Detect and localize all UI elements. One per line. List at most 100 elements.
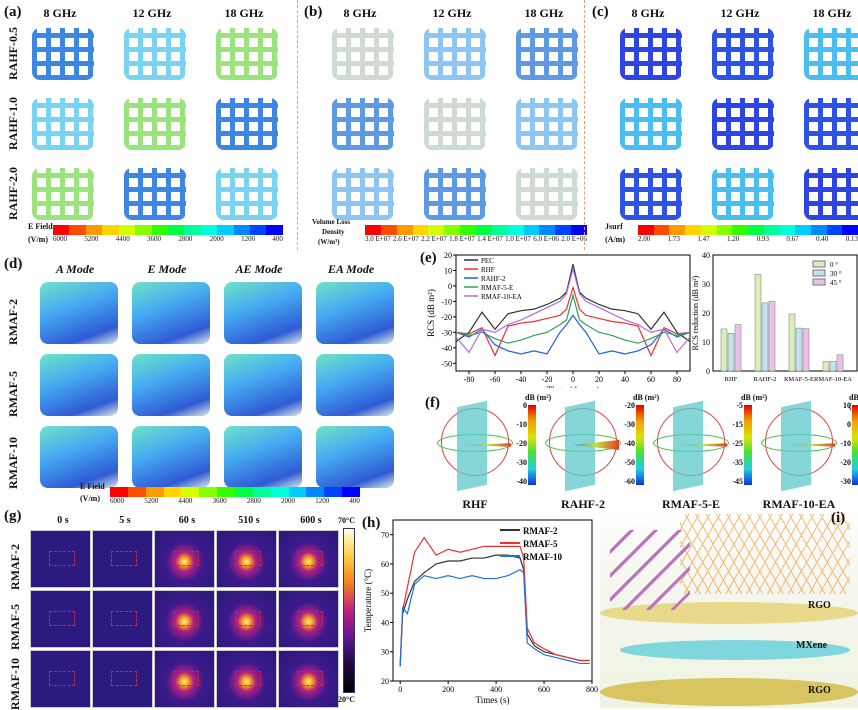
region-of-interest-box: [297, 551, 323, 566]
y-tick-label: -40: [441, 344, 452, 353]
legend-swatch: [812, 269, 826, 277]
jsurf-colorbar: 2.00 1.73 1.47 1.20 0.93 0.67 0.40 0.13: [638, 225, 858, 243]
mode-header: AE Mode: [235, 262, 283, 276]
layer-label: RGO: [808, 600, 831, 611]
bar: [761, 302, 769, 372]
infrared-image: [30, 530, 91, 588]
frequency-header: 12 GHz: [432, 6, 472, 20]
bar: [754, 274, 762, 372]
colorbar-swatch: [217, 225, 234, 235]
colorbar-gradient: [638, 225, 858, 235]
colorbar-tick: -45: [732, 477, 743, 486]
bar: [795, 327, 803, 372]
field-simulation-image: [712, 98, 774, 150]
absorber-field-image: [224, 354, 302, 416]
colorbar-swatch: [795, 225, 811, 235]
frequency-header: 18 GHz: [224, 6, 264, 20]
legend-label: 30 °: [830, 270, 842, 278]
frequency-header: 12 GHz: [720, 6, 760, 20]
divider: [297, 0, 298, 250]
time-header: 600 s: [300, 515, 322, 526]
series-line-rmaf-5-e: [455, 292, 691, 344]
absorber-field-image: [132, 354, 210, 416]
frequency-header: 8 GHz: [343, 6, 377, 20]
absorber-plane: [457, 400, 487, 492]
layer-label: MXene: [796, 640, 828, 651]
colorbar-swatch: [235, 487, 253, 497]
row-label: RMAF-5: [8, 604, 22, 650]
region-of-interest-box: [49, 611, 75, 626]
colorbar-tick: 1200: [241, 235, 256, 243]
colorbar-ticks: 3.0 E+07 2.6 E+07 2.2 E+07 1.8 E+07 1.4 E+07…: [365, 235, 587, 243]
colorbar-swatch: [555, 225, 572, 235]
y-tick-label: 20: [444, 251, 452, 260]
colorbar-swatch: [428, 225, 445, 235]
bar: [788, 313, 796, 372]
category-label: RHF: [725, 376, 738, 383]
region-of-interest-box: [297, 671, 323, 686]
x-tick-label: 40: [621, 375, 629, 384]
colorbar-swatch: [748, 225, 764, 235]
x-tick-label: -40: [516, 375, 527, 384]
colorbar-swatch: [250, 225, 267, 235]
infrared-image: [216, 650, 277, 708]
panel-label-d: (d): [4, 256, 23, 272]
infrared-image: [278, 650, 339, 708]
region-of-interest-box: [235, 671, 261, 686]
frequency-header: 12 GHz: [132, 6, 172, 20]
panel-label-h: (h): [362, 515, 381, 531]
region-of-interest-box: [49, 551, 75, 566]
field-simulation-image: [32, 28, 94, 80]
layer-label: RGO: [808, 685, 831, 696]
colorbar-tick: 2.0 E+06: [561, 235, 587, 243]
colorbar-tick: 5200: [144, 497, 159, 505]
colorbar-tick: 0.67: [786, 235, 799, 243]
y-tick-label: 0: [706, 367, 710, 376]
colorbar-swatch: [507, 225, 524, 235]
field-simulation-image: [804, 28, 858, 80]
colorbar-swatch: [491, 225, 508, 235]
series-line-pec: [455, 264, 691, 343]
bar: [727, 333, 735, 372]
x-axis-label: Times (s): [476, 695, 510, 705]
colorbar-unit: dB (m²): [741, 393, 768, 402]
x-tick-label: 400: [490, 685, 502, 694]
field-simulation-image: [216, 98, 278, 150]
frequency-header: 8 GHz: [631, 6, 665, 20]
colorbar-swatch: [151, 225, 168, 235]
colorbar-tick: 1.47: [697, 235, 710, 243]
x-tick-label: -60: [490, 375, 501, 384]
colorbar-ticks: 2.00 1.73 1.47 1.20 0.93 0.67 0.40 0.13: [638, 235, 858, 243]
colorbar-swatch: [135, 225, 152, 235]
scattering-lobe: [465, 443, 511, 447]
legend-label: RHF: [481, 266, 495, 274]
colorbar-ticks: 6000 5200 4400 3600 2800 2000 1200 400: [110, 497, 360, 505]
3d-rcs-pattern: [759, 400, 839, 492]
colorbar-swatch: [200, 225, 218, 235]
rcs-charts: -80 -60 -40 -20 0 20 40 60 80 -50 -40 -30 -20 -10 0 10 2…: [426, 251, 858, 388]
field-simulation-image: [332, 168, 394, 220]
graphene-lattice: [680, 514, 850, 594]
sample-label: RHF: [462, 497, 488, 511]
field-simulation-image: [32, 168, 94, 220]
series-line-rahf-2: [455, 314, 691, 355]
colorbar-tick: 2800: [246, 497, 261, 505]
colorbar-swatch: [110, 487, 128, 497]
colorbar-unit: dB (m²): [633, 393, 660, 402]
colorbar-tick: 400: [349, 497, 360, 505]
colorbar-swatch: [779, 225, 796, 235]
plot-frame: [392, 519, 593, 682]
series-line-rhf: [455, 285, 691, 357]
rgo-layer-bottom: [600, 678, 858, 706]
colorbar-swatch: [217, 487, 236, 497]
colorbar-gradient: [110, 487, 361, 497]
colorbar-swatch: [163, 487, 182, 497]
field-simulation-image: [216, 168, 278, 220]
mechanism-diagram: (i) RGO MXene RGO: [600, 510, 858, 708]
y-tick-label: 20: [381, 677, 389, 686]
series-line-rmaf-10: [399, 569, 590, 667]
region-of-interest-box: [111, 671, 137, 686]
colorbar-swatch: [184, 225, 201, 235]
colorbar-tick: 1.0 E+07: [505, 235, 531, 243]
bar: [836, 354, 844, 372]
